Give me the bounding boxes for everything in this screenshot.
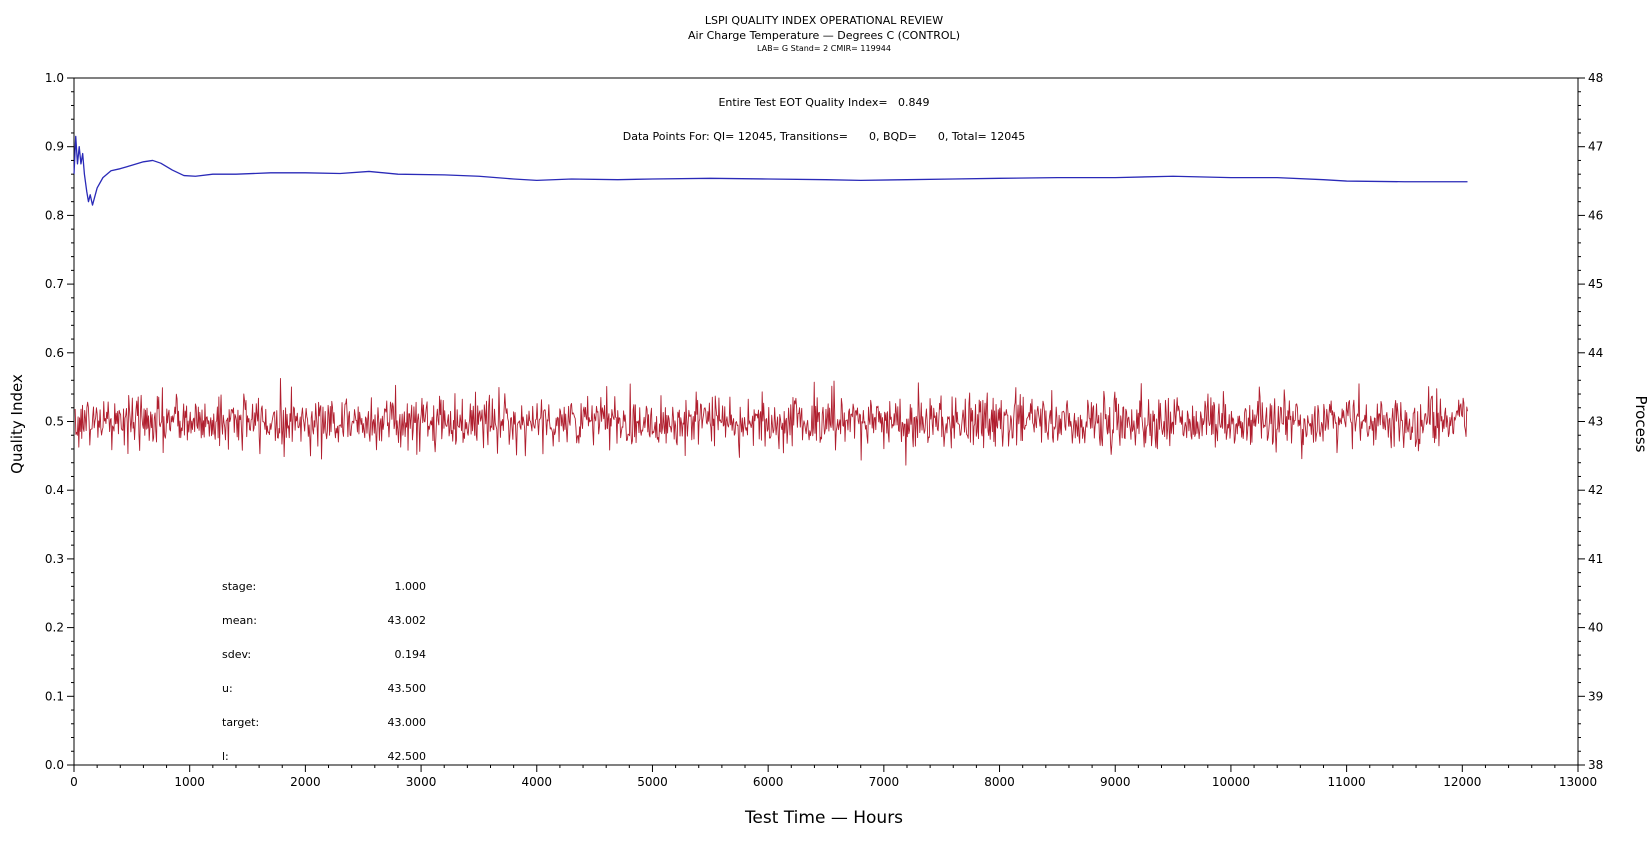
- stats-label: sdev:: [222, 648, 251, 661]
- eot-quality-index-label: Entire Test EOT Quality Index= 0.849: [718, 96, 929, 109]
- y2-tick-label: 44: [1588, 346, 1603, 360]
- x-tick-label: 8000: [984, 775, 1015, 789]
- stats-value: 43.002: [388, 614, 427, 627]
- stats-table: stage: 1.000 mean: 43.002 sdev: 0.194 u: 43.500…: [222, 580, 426, 763]
- x-tick-label: 10000: [1212, 775, 1250, 789]
- y2-tick-label: 48: [1588, 71, 1603, 85]
- y2-tick-label: 40: [1588, 621, 1603, 635]
- y-axis-label: Quality Index: [8, 374, 26, 474]
- stats-value: 42.500: [388, 750, 427, 763]
- y-tick-label: 0.3: [45, 552, 64, 566]
- stats-label: u:: [222, 682, 233, 695]
- y-tick-label: 0.0: [45, 758, 64, 772]
- y-tick-label: 0.8: [45, 208, 64, 222]
- chart-subtitle-2: LAB= G Stand= 2 CMIR= 119944: [757, 44, 891, 53]
- x-tick-label: 6000: [753, 775, 784, 789]
- y-tick-label: 0.5: [45, 415, 64, 429]
- y2-tick-label: 39: [1588, 689, 1603, 703]
- y-tick-label: 0.7: [45, 277, 64, 291]
- y-tick-label: 0.6: [45, 346, 64, 360]
- stats-label: mean:: [222, 614, 257, 627]
- x-tick-label: 7000: [869, 775, 900, 789]
- y2-axis-label: Process: [1632, 396, 1648, 453]
- y2-tick-label: 43: [1588, 415, 1603, 429]
- y2-tick-label: 46: [1588, 208, 1603, 222]
- data-points-label: Data Points For: QI= 12045, Transitions=…: [623, 130, 1025, 143]
- quality-index-series-line: [73, 135, 1468, 206]
- stats-label: target:: [222, 716, 259, 729]
- stats-label: stage:: [222, 580, 256, 593]
- x-tick-label: 1000: [174, 775, 205, 789]
- title-group: LSPI QUALITY INDEX OPERATIONAL REVIEW Ai…: [688, 14, 960, 53]
- x-tick-label: 4000: [521, 775, 552, 789]
- x-tick-label: 5000: [637, 775, 668, 789]
- y2-tick-label: 41: [1588, 552, 1603, 566]
- y2-tick-label: 45: [1588, 277, 1603, 291]
- y-tick-label: 1.0: [45, 71, 64, 85]
- stats-value: 43.000: [388, 716, 427, 729]
- series-group: [73, 135, 1468, 466]
- chart-subtitle: Air Charge Temperature — Degrees C (CONT…: [688, 29, 960, 42]
- x-tick-label: 2000: [290, 775, 321, 789]
- y-tick-label: 0.1: [45, 689, 64, 703]
- y2-tick-label: 47: [1588, 140, 1603, 154]
- process-series-line: [74, 377, 1468, 466]
- y-tick-label: 0.9: [45, 140, 64, 154]
- y2-tick-label: 42: [1588, 483, 1603, 497]
- x-tick-label: 9000: [1100, 775, 1131, 789]
- stats-value: 43.500: [388, 682, 427, 695]
- stats-label: l:: [222, 750, 229, 763]
- y2-tick-label: 38: [1588, 758, 1603, 772]
- axes-group: 0 1000 2000 3000 4000 5000 6000 7000 8000 9000 100…: [45, 71, 1603, 789]
- x-tick-label: 0: [70, 775, 78, 789]
- x-tick-label: 13000: [1559, 775, 1597, 789]
- stats-value: 1.000: [395, 580, 427, 593]
- stats-value: 0.194: [395, 648, 427, 661]
- chart-title: LSPI QUALITY INDEX OPERATIONAL REVIEW: [705, 14, 943, 27]
- x-tick-label: 3000: [406, 775, 437, 789]
- annotation-group: Entire Test EOT Quality Index= 0.849 Dat…: [623, 96, 1025, 143]
- y-tick-label: 0.4: [45, 483, 64, 497]
- y-tick-label: 0.2: [45, 621, 64, 635]
- x-tick-label: 12000: [1443, 775, 1481, 789]
- x-axis-label: Test Time — Hours: [744, 808, 903, 828]
- x-tick-label: 11000: [1328, 775, 1366, 789]
